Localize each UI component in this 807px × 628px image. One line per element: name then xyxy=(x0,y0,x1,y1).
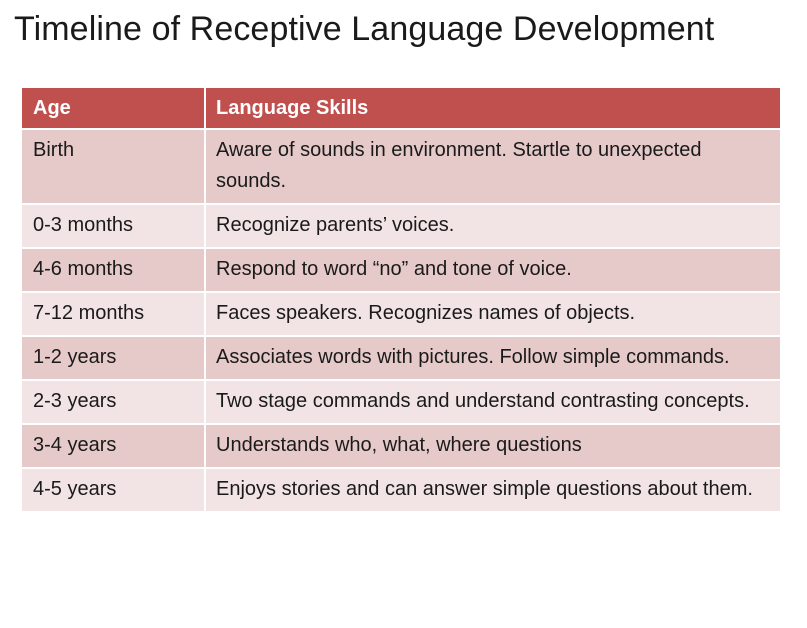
age-cell: 7-12 months xyxy=(22,291,205,336)
skills-column-header: Language Skills xyxy=(204,88,780,129)
table-header-row: Age Language Skills xyxy=(22,88,780,129)
age-cell: 3-4 years xyxy=(22,423,205,468)
table-row: 0-3 months Recognize parents’ voices. xyxy=(22,203,780,248)
age-cell: 0-3 months xyxy=(22,203,205,248)
language-timeline-table: Age Language Skills Birth Aware of sound… xyxy=(22,88,780,511)
age-cell: 2-3 years xyxy=(22,379,205,424)
age-cell: 1-2 years xyxy=(22,335,205,380)
page-title: Timeline of Receptive Language Developme… xyxy=(14,10,715,48)
age-column-header: Age xyxy=(22,88,205,129)
language-timeline-table-container: Age Language Skills Birth Aware of sound… xyxy=(22,88,780,511)
skills-cell: Associates words with pictures. Follow s… xyxy=(204,335,780,380)
skills-cell: Understands who, what, where questions xyxy=(204,423,780,468)
skills-cell: Enjoys stories and can answer simple que… xyxy=(204,467,780,511)
table-row: 1-2 years Associates words with pictures… xyxy=(22,335,780,380)
age-cell: Birth xyxy=(22,128,205,204)
skills-cell: Respond to word “no” and tone of voice. xyxy=(204,247,780,292)
age-cell: 4-5 years xyxy=(22,467,205,511)
table-row: 4-5 years Enjoys stories and can answer … xyxy=(22,467,780,511)
table-row: 3-4 years Understands who, what, where q… xyxy=(22,423,780,468)
table-row: 4-6 months Respond to word “no” and tone… xyxy=(22,247,780,292)
skills-cell: Two stage commands and understand contra… xyxy=(204,379,780,424)
table-row: Birth Aware of sounds in environment. St… xyxy=(22,128,780,204)
table-row: 7-12 months Faces speakers. Recognizes n… xyxy=(22,291,780,336)
skills-cell: Aware of sounds in environment. Startle … xyxy=(204,128,780,204)
table-row: 2-3 years Two stage commands and underst… xyxy=(22,379,780,424)
age-cell: 4-6 months xyxy=(22,247,205,292)
skills-cell: Recognize parents’ voices. xyxy=(204,203,780,248)
skills-cell: Faces speakers. Recognizes names of obje… xyxy=(204,291,780,336)
